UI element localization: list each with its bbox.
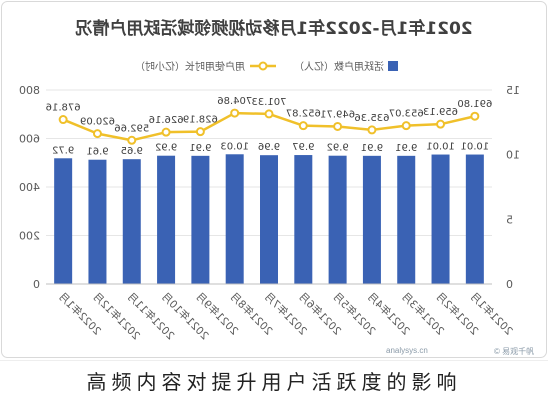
line-point bbox=[333, 121, 343, 131]
y-right-tick-label: 200 bbox=[19, 230, 40, 243]
bar bbox=[54, 158, 73, 284]
y-right-tick-label: 0 bbox=[33, 278, 40, 291]
line-value-label: 635.36 bbox=[354, 113, 389, 124]
line-value-label: 659.13 bbox=[423, 107, 458, 118]
bar-value-label: 9.96 bbox=[258, 142, 280, 153]
legend-bar-label: 活跃用户数（亿人） bbox=[294, 60, 384, 73]
bar-value-label: 9.91 bbox=[361, 143, 383, 154]
chart: 2021年1月-2022年1月移动视频领域活跃用户情况 活跃用户数（亿人） 用户… bbox=[1, 1, 547, 358]
y-right-tick-label: 400 bbox=[19, 181, 40, 194]
line-point bbox=[436, 119, 446, 129]
line-point bbox=[161, 127, 171, 137]
line-point bbox=[298, 121, 308, 131]
bar bbox=[465, 154, 484, 284]
y-left-tick-label: 10 bbox=[506, 149, 520, 162]
line-point bbox=[401, 121, 411, 131]
watermark-brand: © 易观千帆 bbox=[494, 347, 535, 356]
caption: 高频内容对提升用户活跃度的影响 bbox=[0, 360, 548, 400]
bar-value-label: 9.91 bbox=[189, 143, 211, 154]
line-point bbox=[470, 111, 480, 121]
bar bbox=[397, 155, 416, 284]
line-value-label: 652.87 bbox=[286, 109, 321, 120]
bar-value-label: 9.92 bbox=[155, 143, 177, 154]
watermark-site: analysys.cn bbox=[386, 346, 428, 355]
line-value-label: 678.16 bbox=[46, 103, 81, 114]
y-left-tick-label: 0 bbox=[506, 278, 513, 291]
line-value-label: 592.66 bbox=[114, 123, 149, 134]
bar bbox=[88, 159, 107, 284]
line-value-label: 653.07 bbox=[389, 109, 424, 120]
y-right-tick-label: 600 bbox=[19, 133, 40, 146]
legend-bar-swatch bbox=[388, 61, 398, 71]
line-point bbox=[264, 109, 274, 119]
y-right-tick-label: 800 bbox=[19, 84, 40, 97]
bar bbox=[122, 159, 141, 284]
bar bbox=[328, 155, 347, 284]
chart-title: 2021年1月-2022年1月移动视频领域活跃用户情况 bbox=[75, 18, 472, 39]
line-value-label: 626.16 bbox=[149, 115, 184, 126]
line-value-label: 628.19 bbox=[183, 115, 218, 126]
bar bbox=[294, 155, 313, 284]
bar-value-label: 9.72 bbox=[52, 145, 74, 156]
line-point bbox=[230, 108, 240, 118]
line-value-label: 691.80 bbox=[457, 99, 492, 110]
line-value-label: 620.09 bbox=[80, 117, 115, 128]
line-value-label: 649.71 bbox=[320, 109, 355, 120]
legend-line-label: 用户使用时长（亿小时） bbox=[135, 60, 245, 73]
bar-value-label: 9.65 bbox=[121, 146, 143, 157]
line-value-label: 701.33 bbox=[252, 97, 287, 108]
bar bbox=[225, 154, 244, 284]
bar-value-label: 10.01 bbox=[426, 142, 455, 153]
bar bbox=[431, 154, 450, 284]
bar-value-label: 10.03 bbox=[220, 141, 249, 152]
bar bbox=[260, 155, 278, 284]
bar-value-label: 9.92 bbox=[326, 143, 348, 154]
bar-value-label: 9.91 bbox=[395, 143, 417, 154]
line-point bbox=[92, 129, 102, 139]
bar-value-label: 9.61 bbox=[86, 147, 108, 158]
line-value-label: 704.86 bbox=[217, 96, 252, 107]
bar-value-label: 10.01 bbox=[461, 142, 490, 153]
line-point bbox=[367, 125, 377, 135]
legend: 活跃用户数（亿人） 用户使用时长（亿小时） bbox=[135, 60, 398, 73]
bar bbox=[157, 155, 176, 284]
line-point bbox=[58, 115, 68, 125]
line-point bbox=[195, 127, 205, 137]
legend-line-marker bbox=[258, 61, 268, 71]
bar bbox=[362, 155, 381, 284]
y-left-tick-label: 5 bbox=[506, 213, 513, 226]
y-left-tick-label: 15 bbox=[506, 84, 520, 97]
bar-value-label: 9.97 bbox=[292, 142, 314, 153]
bar bbox=[191, 155, 210, 284]
line-point bbox=[127, 135, 137, 145]
